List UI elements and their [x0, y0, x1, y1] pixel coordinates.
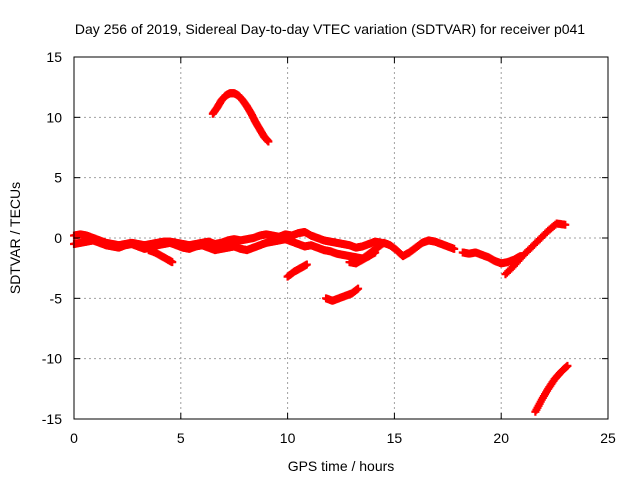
y-tick-label: 0: [54, 230, 62, 246]
axis-ticks: 0 5 10 15 20 25 -15 -10 -5 0 5 10 15: [42, 49, 616, 446]
data-point: [168, 258, 177, 267]
data-point: [302, 260, 311, 269]
data-point: [354, 284, 363, 293]
y-tick-label: -15: [42, 411, 62, 427]
x-tick-label: 25: [600, 430, 616, 446]
chart-title: Day 256 of 2019, Sidereal Day-to-day VTE…: [75, 21, 585, 37]
y-tick-label: -10: [42, 351, 62, 367]
y-axis-label: SDTVAR / TECUs: [7, 182, 23, 294]
x-tick-label: 15: [387, 430, 403, 446]
series-arc-rise: [501, 219, 570, 279]
x-axis-label: GPS time / hours: [288, 458, 395, 474]
data-point: [450, 244, 459, 253]
data-point: [264, 137, 273, 146]
x-tick-label: 5: [177, 430, 185, 446]
series-arc-high: [208, 89, 273, 146]
series-baseline-3: [360, 236, 459, 262]
data-point: [561, 220, 570, 229]
x-tick-label: 0: [70, 430, 78, 446]
y-tick-label: -5: [50, 290, 63, 306]
series-arc-dip-10: [283, 260, 311, 281]
data-point: [371, 248, 380, 257]
series-arc-low: [531, 361, 572, 416]
data-point: [563, 361, 572, 370]
data-points: [70, 89, 572, 416]
x-tick-label: 20: [493, 430, 509, 446]
series-arc-dip-13: [345, 248, 380, 268]
grid: [74, 57, 608, 419]
series-arc-dip-12: [322, 284, 363, 305]
y-tick-label: 5: [54, 170, 62, 186]
y-tick-label: 15: [46, 49, 62, 65]
y-tick-label: 10: [46, 109, 62, 125]
series-arc-morning: [144, 246, 177, 267]
x-tick-label: 10: [280, 430, 296, 446]
